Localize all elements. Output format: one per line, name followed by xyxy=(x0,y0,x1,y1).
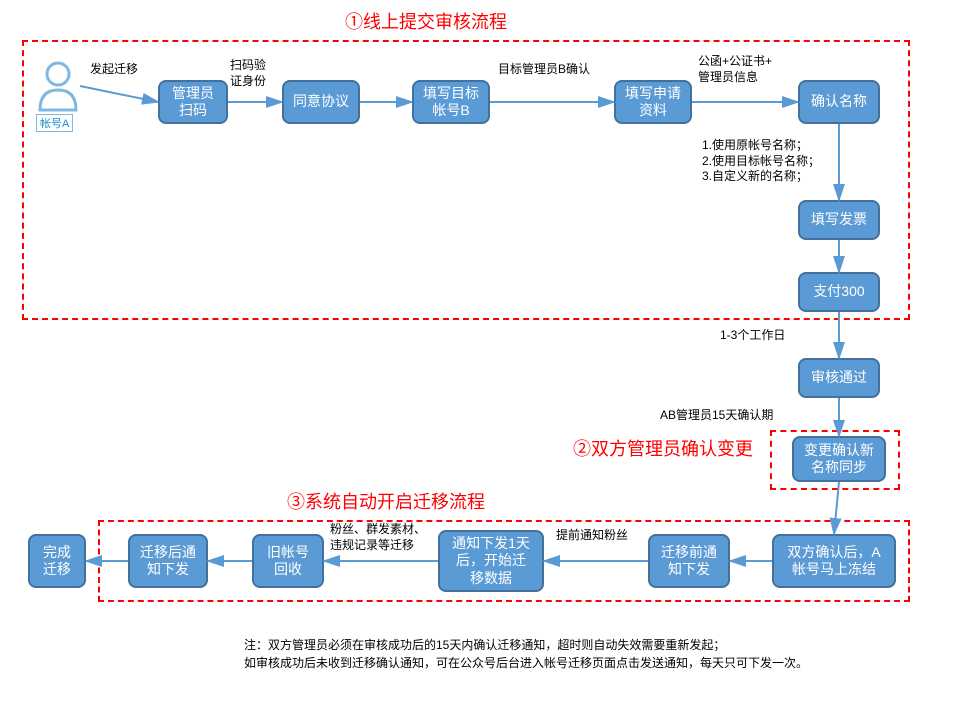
node-agree: 同意协议 xyxy=(282,80,360,124)
edge-label-3: 目标管理员B确认 xyxy=(498,62,590,78)
edge-label-0: 发起迁移 xyxy=(90,62,138,78)
node-review-pass: 审核通过 xyxy=(798,358,880,398)
node-change-confirm: 变更确认新名称同步 xyxy=(792,436,886,482)
node-start-migrate: 通知下发1天后，开始迁移数据 xyxy=(438,530,544,592)
section-2-title: ②双方管理员确认变更 xyxy=(573,435,753,461)
edge-label-8: AB管理员15天确认期 xyxy=(660,408,773,424)
edge-label-7: 1-3个工作日 xyxy=(720,328,785,344)
edge-label-1: 扫码验证身份 xyxy=(230,58,266,89)
node-confirm-name: 确认名称 xyxy=(798,80,880,124)
node-done: 完成迁移 xyxy=(28,534,86,588)
node-old-recycle: 旧帐号回收 xyxy=(252,534,324,588)
node-both-confirm: 双方确认后，A帐号马上冻结 xyxy=(772,534,896,588)
node-fill-invoice: 填写发票 xyxy=(798,200,880,240)
footnote-line-1: 注：双方管理员必须在审核成功后的15天内确认迁移通知，超时则自动失效需要重新发起… xyxy=(244,638,725,652)
section-1-title: ①线上提交审核流程 xyxy=(345,8,507,34)
node-admin-scan: 管理员扫码 xyxy=(158,80,228,124)
node-fill-target: 填写目标帐号B xyxy=(412,80,490,124)
node-post-notify: 迁移后通知下发 xyxy=(128,534,208,588)
avatar-label: 帐号A xyxy=(36,114,73,132)
node-pay-300: 支付300 xyxy=(798,272,880,312)
edge-label-4: 公函+公证书+管理员信息 xyxy=(698,54,772,85)
node-pre-notify: 迁移前通知下发 xyxy=(648,534,730,588)
section-3-title: ③系统自动开启迁移流程 xyxy=(287,488,485,514)
edge-label-12: 粉丝、群发素材、违规记录等迁移 xyxy=(330,522,426,553)
avatar-account-a xyxy=(36,60,80,112)
footnote-line-2: 如审核成功后未收到迁移确认通知，可在公众号后台进入帐号迁移页面点击发送通知，每天… xyxy=(244,656,808,670)
edge-label-5: 1.使用原帐号名称；2.使用目标帐号名称；3.自定义新的名称； xyxy=(702,138,820,185)
footnote: 注：双方管理员必须在审核成功后的15天内确认迁移通知，超时则自动失效需要重新发起… xyxy=(244,636,808,672)
edge-label-11: 提前通知粉丝 xyxy=(556,528,628,544)
node-fill-apply: 填写申请资料 xyxy=(614,80,692,124)
